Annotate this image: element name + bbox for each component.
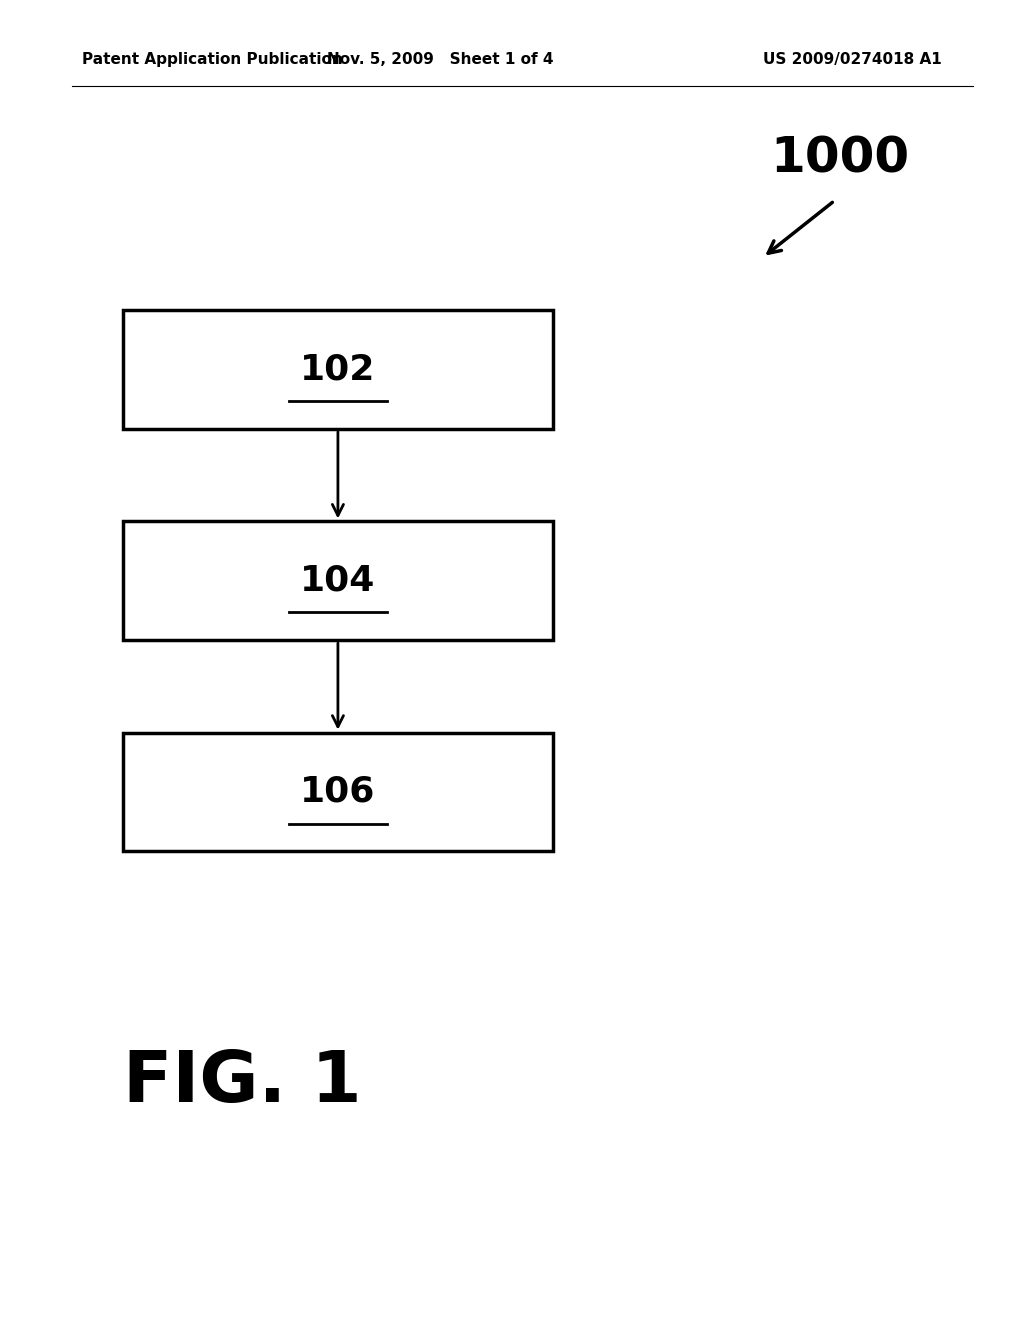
Text: Patent Application Publication: Patent Application Publication xyxy=(82,51,343,67)
Text: 106: 106 xyxy=(300,775,376,809)
Bar xyxy=(123,310,553,429)
Text: 104: 104 xyxy=(300,564,376,598)
Bar xyxy=(123,521,553,640)
Text: FIG. 1: FIG. 1 xyxy=(123,1048,361,1117)
Text: 102: 102 xyxy=(300,352,376,387)
Text: US 2009/0274018 A1: US 2009/0274018 A1 xyxy=(763,51,942,67)
Text: Nov. 5, 2009   Sheet 1 of 4: Nov. 5, 2009 Sheet 1 of 4 xyxy=(327,51,554,67)
Text: 1000: 1000 xyxy=(770,135,909,182)
Bar xyxy=(123,733,553,851)
